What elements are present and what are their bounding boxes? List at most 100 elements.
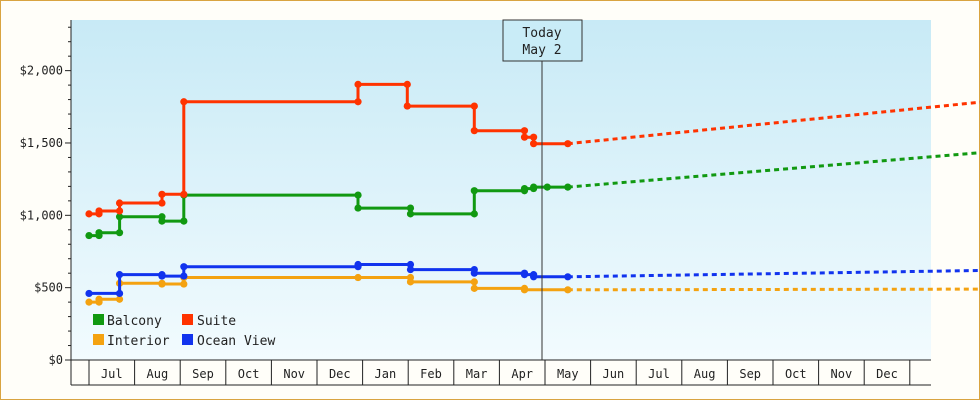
x-tick-label: Jul bbox=[648, 367, 670, 381]
data-point-ocean-view bbox=[158, 272, 166, 280]
legend-swatch-suite bbox=[182, 314, 193, 325]
data-point-ocean-view bbox=[564, 273, 572, 281]
data-point-suite bbox=[564, 140, 572, 148]
data-point-interior bbox=[520, 286, 529, 294]
data-point-balcony bbox=[354, 204, 362, 212]
y-tick-label: $500 bbox=[34, 281, 63, 295]
data-point-balcony bbox=[543, 183, 551, 191]
data-point-suite bbox=[530, 140, 538, 148]
data-point-balcony bbox=[520, 184, 529, 193]
data-point-suite bbox=[403, 80, 411, 88]
y-axis: $0 $500 $1,000 $1,500 $2,000 bbox=[20, 20, 72, 367]
legend-swatch-ocean-view bbox=[182, 334, 193, 345]
legend: Balcony Suite Interior Ocean View bbox=[93, 314, 275, 349]
legend-label-suite: Suite bbox=[197, 314, 236, 329]
today-date: May 2 bbox=[522, 43, 561, 58]
data-point-suite bbox=[354, 80, 362, 88]
x-tick-label: Jul bbox=[101, 367, 123, 381]
today-marker: Today May 2 bbox=[502, 19, 583, 360]
x-tick-label: Sep bbox=[192, 367, 214, 381]
data-point-ocean-view bbox=[406, 265, 415, 274]
data-point-ocean-view bbox=[354, 260, 362, 269]
series-suite bbox=[85, 80, 980, 218]
legend-swatch-interior bbox=[93, 334, 104, 345]
x-tick-label: May bbox=[557, 367, 579, 381]
data-point-balcony bbox=[406, 210, 415, 218]
x-tick-label: Nov bbox=[283, 367, 305, 381]
data-point-suite bbox=[115, 207, 124, 215]
forecast-line-balcony bbox=[567, 151, 980, 189]
series-ocean-view bbox=[85, 260, 980, 298]
data-point-suite bbox=[180, 98, 188, 106]
data-point-suite bbox=[158, 190, 166, 198]
data-point-suite bbox=[95, 207, 103, 215]
data-point-ocean-view bbox=[470, 269, 478, 277]
data-point-suite bbox=[530, 133, 538, 141]
data-point-interior bbox=[354, 273, 362, 282]
data-point-suite bbox=[403, 102, 411, 110]
data-point-suite bbox=[520, 133, 529, 141]
data-point-balcony bbox=[406, 204, 415, 212]
data-point-balcony bbox=[115, 229, 124, 237]
data-point-balcony bbox=[180, 217, 188, 225]
x-tick-label: Oct bbox=[785, 367, 807, 381]
y-tick-label: $1,500 bbox=[20, 136, 63, 150]
data-point-interior bbox=[406, 278, 415, 286]
x-tick-label: Dec bbox=[876, 367, 898, 381]
data-point-balcony bbox=[470, 187, 478, 195]
data-point-suite bbox=[115, 199, 124, 207]
y-tick-label: $0 bbox=[49, 353, 63, 367]
today-title: Today bbox=[522, 26, 561, 41]
data-point-ocean-view bbox=[530, 273, 538, 281]
data-point-ocean-view bbox=[115, 271, 124, 279]
x-tick-label: Sep bbox=[739, 367, 761, 381]
legend-label-balcony: Balcony bbox=[107, 314, 162, 329]
data-point-ocean-view bbox=[85, 289, 93, 298]
data-point-suite bbox=[470, 127, 478, 135]
x-tick-label: Jan bbox=[375, 367, 397, 381]
y-tick-label: $1,000 bbox=[20, 208, 63, 222]
data-point-interior bbox=[158, 280, 166, 288]
data-point-balcony bbox=[470, 210, 478, 218]
data-point-interior bbox=[470, 284, 478, 292]
y-tick-label: $2,000 bbox=[20, 64, 63, 78]
data-point-balcony bbox=[530, 183, 538, 191]
data-point-suite bbox=[180, 190, 188, 198]
today-box bbox=[502, 19, 583, 62]
x-tick-label: Apr bbox=[511, 367, 533, 381]
x-tick-label: Jun bbox=[603, 367, 625, 381]
forecast-line-interior bbox=[567, 287, 980, 292]
data-point-balcony bbox=[564, 183, 572, 191]
legend-label-ocean-view: Ocean View bbox=[197, 334, 275, 349]
x-tick-label: Aug bbox=[694, 367, 716, 381]
x-axis: Jul Aug Sep Oct Nov Dec Jan Feb Mar Apr May Jun Jul A… bbox=[70, 359, 931, 386]
data-point-suite bbox=[158, 199, 166, 207]
data-point-ocean-view bbox=[520, 271, 529, 279]
data-point-interior bbox=[180, 280, 188, 288]
data-point-interior bbox=[85, 298, 93, 306]
data-point-interior bbox=[95, 295, 103, 303]
data-point-interior bbox=[564, 286, 572, 294]
data-point-suite bbox=[470, 102, 478, 110]
data-point-ocean-view bbox=[406, 260, 415, 269]
data-point-interior bbox=[115, 295, 124, 303]
forecast-line-ocean-view bbox=[567, 268, 980, 279]
data-point-suite bbox=[354, 98, 362, 106]
x-tick-label: Mar bbox=[466, 367, 488, 381]
data-point-balcony bbox=[354, 191, 362, 199]
forecast-line-suite bbox=[567, 100, 980, 146]
data-point-ocean-view bbox=[115, 289, 124, 298]
legend-label-interior: Interior bbox=[107, 334, 170, 349]
x-tick-label: Nov bbox=[831, 367, 853, 381]
x-tick-label: Feb bbox=[420, 367, 442, 381]
legend-swatch-balcony bbox=[93, 314, 104, 325]
data-point-ocean-view bbox=[180, 263, 188, 271]
data-point-balcony bbox=[95, 229, 103, 237]
data-point-suite bbox=[85, 210, 93, 218]
data-point-balcony bbox=[115, 213, 124, 221]
x-tick-label: Oct bbox=[238, 367, 260, 381]
x-tick-label: Dec bbox=[329, 367, 351, 381]
data-point-balcony bbox=[158, 217, 166, 225]
data-point-interior bbox=[470, 278, 478, 286]
data-point-balcony bbox=[85, 231, 93, 240]
